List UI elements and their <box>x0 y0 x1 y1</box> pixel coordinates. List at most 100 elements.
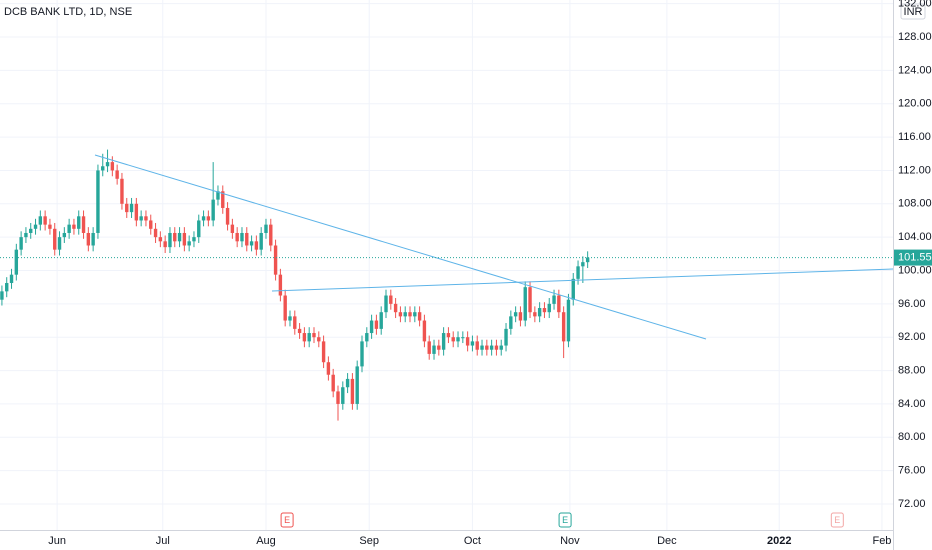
candle-body <box>77 216 81 229</box>
candle-body <box>225 207 230 225</box>
candle-body <box>149 220 153 229</box>
candle-body <box>115 170 119 179</box>
candle-body <box>513 312 518 317</box>
candle-body <box>413 312 417 317</box>
y-tick-label: 128.00 <box>898 31 932 43</box>
candle-body <box>509 316 513 329</box>
candle-body <box>345 378 350 388</box>
candle-body <box>187 241 191 246</box>
candle-body <box>537 308 542 317</box>
candle-body <box>456 337 460 342</box>
candle-body <box>235 232 239 242</box>
event-marker <box>558 512 572 528</box>
candle-body <box>398 312 403 317</box>
candle-body <box>283 295 287 321</box>
candle-body <box>134 203 139 221</box>
candle-body <box>389 295 393 304</box>
candle-body <box>317 337 321 342</box>
candle-body <box>24 232 28 238</box>
candle-body <box>350 378 355 404</box>
candle-body <box>48 224 52 229</box>
candle-body <box>427 341 431 354</box>
candles <box>0 149 590 421</box>
candle-body <box>192 237 196 242</box>
candle-body <box>393 303 398 313</box>
candle-body <box>269 224 273 246</box>
y-tick-label: 84.00 <box>898 398 926 410</box>
trend-line <box>271 268 894 292</box>
candle-body <box>245 232 249 246</box>
candle-body <box>101 166 105 171</box>
candle-body <box>254 241 259 250</box>
x-tick-label: Aug <box>256 535 276 547</box>
candle-body <box>480 345 484 350</box>
y-tick-label: 72.00 <box>898 498 926 510</box>
candle-body <box>173 232 177 242</box>
candle-body <box>302 333 307 342</box>
candle-body <box>182 232 187 246</box>
chart-title: DCB BANK LTD, 1D, NSE <box>4 6 132 18</box>
candle-body <box>475 341 479 350</box>
candle-body <box>331 374 335 392</box>
candle-body <box>422 320 427 342</box>
candle-body <box>57 237 62 250</box>
event-label: E <box>834 515 840 525</box>
candle-body <box>297 328 302 334</box>
candle-body <box>384 295 388 313</box>
candle-body <box>105 162 110 167</box>
candle-body <box>365 333 369 342</box>
candle-body <box>96 170 100 233</box>
candle-body <box>446 333 451 338</box>
y-tick-label: 92.00 <box>898 331 926 343</box>
candle-body <box>91 232 95 246</box>
y-tick-label: 104.00 <box>898 231 932 243</box>
candle-body <box>451 337 455 342</box>
candle-body <box>144 216 148 221</box>
y-tick-label: 100.00 <box>898 264 932 276</box>
candle-body <box>273 245 278 275</box>
candle-body <box>581 262 585 267</box>
candle-body <box>571 278 575 300</box>
candle-body <box>461 337 465 339</box>
candle-body <box>542 308 547 313</box>
candle-body <box>278 274 283 296</box>
candle-body <box>355 366 359 404</box>
candle-body <box>432 345 436 354</box>
candle-body <box>576 266 580 279</box>
y-tick-label: 132.00 <box>898 0 932 10</box>
event-marker <box>280 512 294 528</box>
candle-body <box>326 362 331 375</box>
candle-body <box>221 191 225 208</box>
candle-body <box>408 312 412 317</box>
candle-body <box>264 224 268 233</box>
candle-body <box>81 216 86 233</box>
candle-body <box>288 316 292 321</box>
y-tick-label: 96.00 <box>898 298 926 310</box>
candle-body <box>547 303 551 313</box>
candle-body <box>163 241 167 248</box>
candle-body <box>129 203 134 213</box>
candle-body <box>494 345 499 350</box>
candle-body <box>379 312 383 329</box>
candle-body <box>201 216 206 221</box>
candle-body <box>485 345 489 350</box>
candle-body <box>293 316 297 329</box>
candle-body <box>120 178 124 204</box>
candle-body <box>43 216 47 225</box>
candle-body <box>240 232 244 242</box>
candle-body <box>0 291 4 300</box>
candle-body <box>53 228 57 250</box>
candle-body <box>19 237 23 250</box>
x-tick-label: Dec <box>657 535 677 547</box>
x-tick-label: Oct <box>464 535 481 547</box>
y-tick-label: 124.00 <box>898 64 932 76</box>
currency-box <box>900 3 926 20</box>
y-tick-label: 112.00 <box>898 164 931 176</box>
x-tick-label: Jul <box>156 535 170 547</box>
candle-body <box>441 333 446 350</box>
currency: INR <box>904 6 923 18</box>
candle-body <box>489 345 494 350</box>
y-tick-label: 116.00 <box>898 131 931 143</box>
